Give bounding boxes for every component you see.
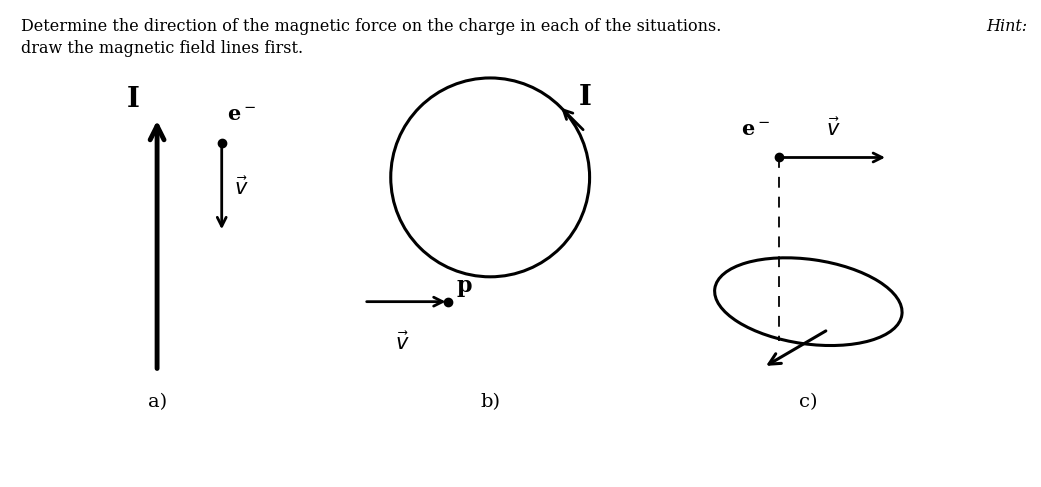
Text: $\vec{v}$: $\vec{v}$: [395, 332, 409, 355]
Text: Hint:: Hint:: [986, 19, 1027, 35]
Text: e$^-$: e$^-$: [741, 120, 770, 140]
Text: e$^-$: e$^-$: [227, 105, 256, 125]
Text: a): a): [148, 393, 167, 411]
Text: I: I: [126, 86, 139, 113]
Text: $\vec{v}$: $\vec{v}$: [826, 117, 840, 140]
Text: $\vec{v}$: $\vec{v}$: [233, 176, 248, 199]
Text: I: I: [579, 84, 591, 111]
Text: c): c): [799, 393, 817, 411]
Text: b): b): [480, 393, 500, 411]
Text: p: p: [456, 275, 472, 297]
Text: draw the magnetic field lines first.: draw the magnetic field lines first.: [21, 40, 303, 57]
Text: Determine the direction of the magnetic force on the charge in each of the situa: Determine the direction of the magnetic …: [21, 19, 721, 35]
